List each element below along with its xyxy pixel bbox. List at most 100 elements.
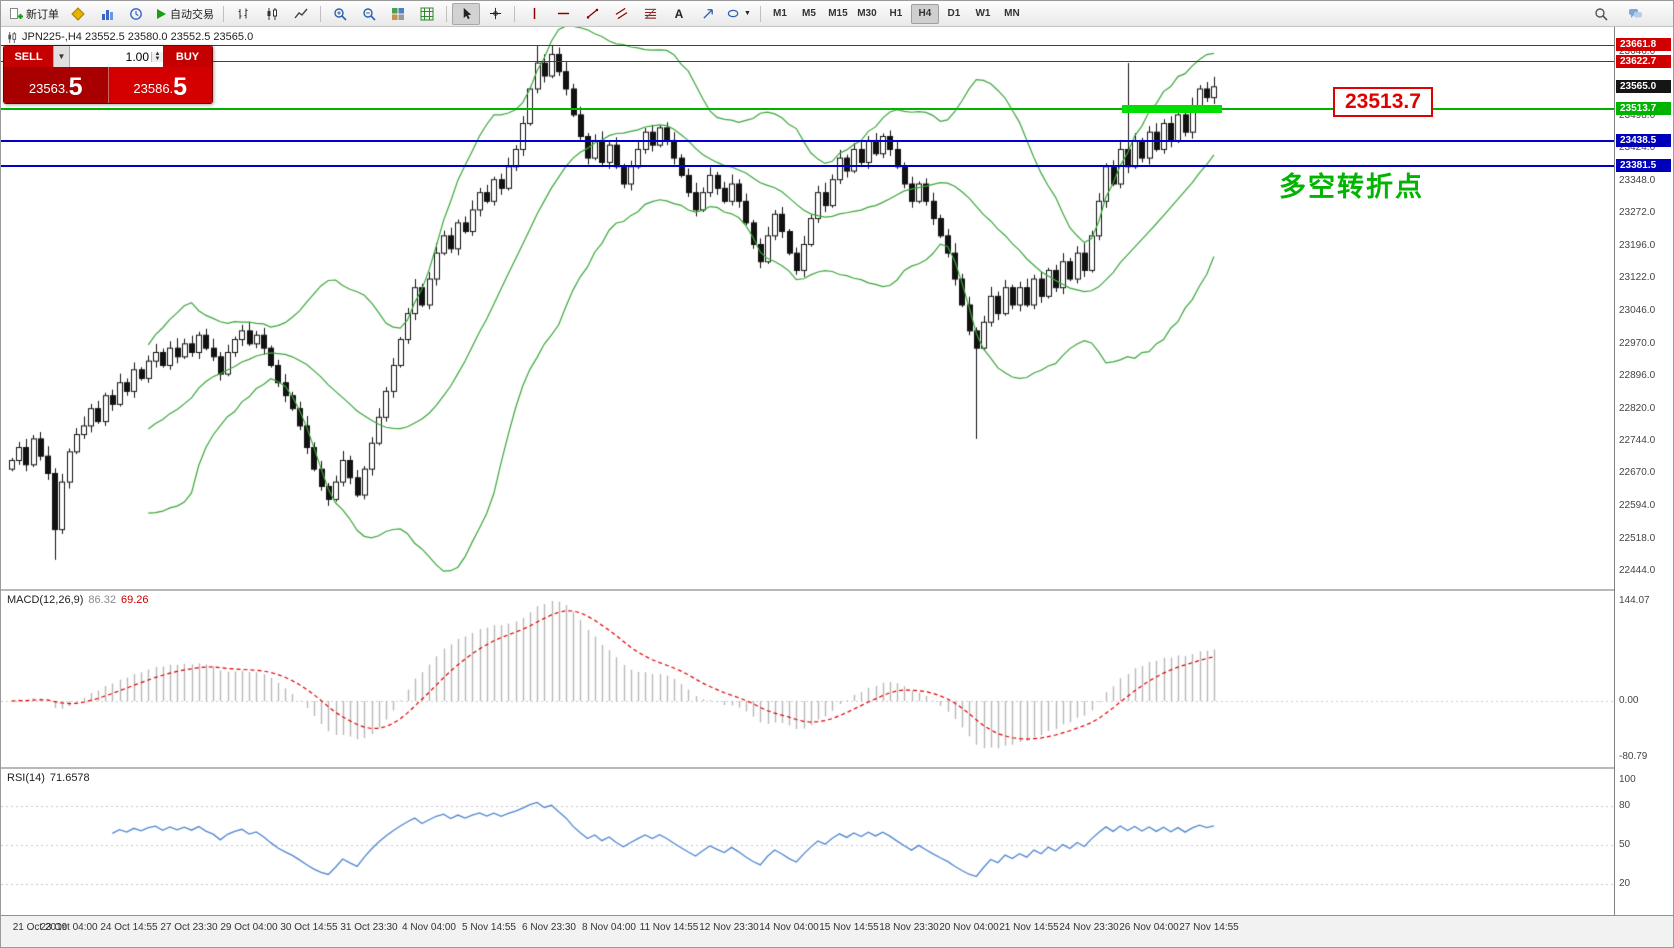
candlestick-chart-button[interactable] — [258, 3, 286, 25]
price-line-23381.5[interactable] — [1, 165, 1615, 168]
new-order-button[interactable]: 新订单 — [5, 3, 63, 25]
zoom-in-button[interactable] — [326, 3, 354, 25]
lot-spinner: ▲ ▼ — [151, 51, 163, 62]
timeframe-h4[interactable]: H4 — [910, 3, 939, 24]
axis-tick-22896.0: 22896.0 — [1619, 369, 1656, 381]
zoom-in-icon — [334, 7, 347, 21]
axis-tag-23565.0: 23565.0 — [1616, 79, 1671, 93]
macd-signal-value: 69.26 — [120, 594, 149, 606]
price-axis[interactable]: 23646.023498.023424.023348.023272.023196… — [1614, 27, 1673, 915]
crosshair-button[interactable] — [481, 3, 509, 25]
fibonacci-icon — [644, 8, 656, 19]
buy-price-button[interactable]: 23586. 5 — [108, 67, 212, 103]
arrow-tool-button[interactable] — [694, 3, 722, 25]
toolbar-separator — [759, 5, 761, 22]
timeframe-h1[interactable]: H1 — [889, 8, 903, 19]
axis-tick-22744.0: 22744.0 — [1619, 435, 1656, 447]
time-label-19: 26 Nov 04:00 — [1119, 922, 1179, 933]
quotes-window-button[interactable] — [64, 3, 92, 25]
time-label-2: 24 Oct 14:55 — [100, 922, 158, 933]
lot-size-field: ▲ ▼ — [70, 46, 163, 67]
lot-increment-button[interactable]: ▲ — [152, 51, 163, 57]
time-label-20: 27 Nov 14:55 — [1179, 922, 1239, 933]
line-chart-button[interactable] — [287, 3, 315, 25]
axis-tick-23046.0: 23046.0 — [1619, 305, 1656, 317]
indicators-button[interactable] — [413, 3, 441, 25]
main-chart-canvas[interactable] — [1, 27, 1615, 589]
buy-button[interactable]: BUY — [163, 46, 212, 67]
sell-price-big-digit: 5 — [68, 73, 83, 101]
horizontal-line-button[interactable] — [549, 3, 577, 25]
cursor-icon — [463, 7, 471, 20]
macd-axis--80.79: -80.79 — [1619, 751, 1648, 762]
sell-price-button[interactable]: 23563. 5 — [4, 67, 109, 103]
timeframe-w1[interactable]: W1 — [975, 8, 991, 19]
price-line-23438.5[interactable] — [1, 140, 1615, 143]
fibonacci-button[interactable] — [636, 3, 664, 25]
channel-icon — [615, 7, 627, 20]
timeframe-m1[interactable]: M1 — [772, 8, 787, 19]
axis-tick-23122.0: 23122.0 — [1619, 272, 1656, 284]
axis-tick-22820.0: 22820.0 — [1619, 402, 1656, 414]
price-line-23513.7[interactable] — [1, 107, 1615, 110]
shapes-dropdown-button[interactable]: ▼ — [723, 3, 755, 25]
chart-ohlc-header: JPN225-,H4 23552.5 23580.0 23552.5 23565… — [7, 31, 253, 43]
time-label-11: 11 Nov 14:55 — [639, 922, 699, 933]
price-line-23661.8[interactable] — [1, 44, 1615, 46]
search-icon — [1595, 7, 1608, 21]
bar-chart-button[interactable] — [229, 3, 257, 25]
lot-size-input[interactable] — [70, 48, 151, 65]
lot-decrement-button[interactable]: ▼ — [152, 56, 163, 62]
auto-trading-label: 自动交易 — [170, 8, 214, 21]
vertical-line-icon — [533, 7, 535, 20]
timeframe-mn[interactable]: MN — [1004, 8, 1020, 19]
timeframe-m30[interactable]: M30 — [857, 8, 877, 19]
channel-button[interactable] — [607, 3, 635, 25]
new-chart-button[interactable] — [93, 3, 121, 25]
zoom-out-button[interactable] — [355, 3, 383, 25]
macd-canvas[interactable] — [1, 591, 1615, 767]
time-label-4: 29 Oct 04:00 — [220, 922, 278, 933]
history-center-button[interactable] — [122, 3, 150, 25]
rsi-header: RSI(14) 71.6578 — [7, 772, 90, 784]
search-button[interactable] — [1587, 3, 1615, 25]
symbol-chart-icon — [8, 31, 17, 43]
chart-bars-icon — [102, 9, 113, 20]
buy-price: 23586. — [133, 81, 174, 96]
horizontal-line-icon — [557, 12, 569, 15]
time-axis[interactable]: 21 Oct 2019 23 Oct 04:00 24 Oct 14:55 27 Oc… — [1, 915, 1673, 947]
zoom-out-icon — [363, 7, 376, 21]
ohlc-bars-icon — [238, 8, 248, 19]
axis-tag-23513.7: 23513.7 — [1616, 101, 1671, 115]
rsi-canvas[interactable] — [1, 769, 1615, 915]
price-line-23622.7[interactable] — [1, 61, 1615, 63]
axis-tick-23196.0: 23196.0 — [1619, 240, 1656, 252]
text-button[interactable]: A — [665, 3, 693, 25]
chat-button[interactable] — [1621, 3, 1649, 25]
axis-tag-23661.8: 23661.8 — [1616, 38, 1671, 51]
text-tool-icon: A — [674, 6, 684, 21]
panel-separator[interactable] — [1, 589, 1673, 591]
crosshair-icon — [489, 7, 501, 20]
cursor-button[interactable] — [452, 2, 480, 25]
macd-axis-0.00: 0.00 — [1619, 695, 1639, 706]
trendline-icon — [586, 8, 598, 19]
timeframe-m5[interactable]: M5 — [801, 8, 816, 19]
highlight-segment[interactable] — [1122, 104, 1222, 113]
panel-separator[interactable] — [1, 767, 1673, 769]
axis-tick-22670.0: 22670.0 — [1619, 467, 1656, 479]
timeframe-m15[interactable]: M15 — [828, 8, 848, 19]
auto-trading-button[interactable]: 自动交易 — [151, 3, 218, 25]
turning-point-note[interactable]: 多空转折点 — [1279, 172, 1424, 202]
sell-button[interactable]: SELL — [4, 46, 53, 67]
price-annotation[interactable]: 23513.7 — [1333, 87, 1433, 117]
timeframe-d1[interactable]: D1 — [947, 8, 961, 19]
tile-windows-button[interactable] — [384, 3, 412, 25]
time-label-12: 12 Nov 23:30 — [699, 922, 759, 933]
toolbar-separator — [514, 5, 515, 22]
buy-price-big-digit: 5 — [173, 73, 188, 101]
vertical-line-button[interactable] — [520, 3, 548, 25]
trendline-button[interactable] — [578, 3, 606, 25]
lot-dropdown-button[interactable]: ▼ — [53, 46, 70, 67]
